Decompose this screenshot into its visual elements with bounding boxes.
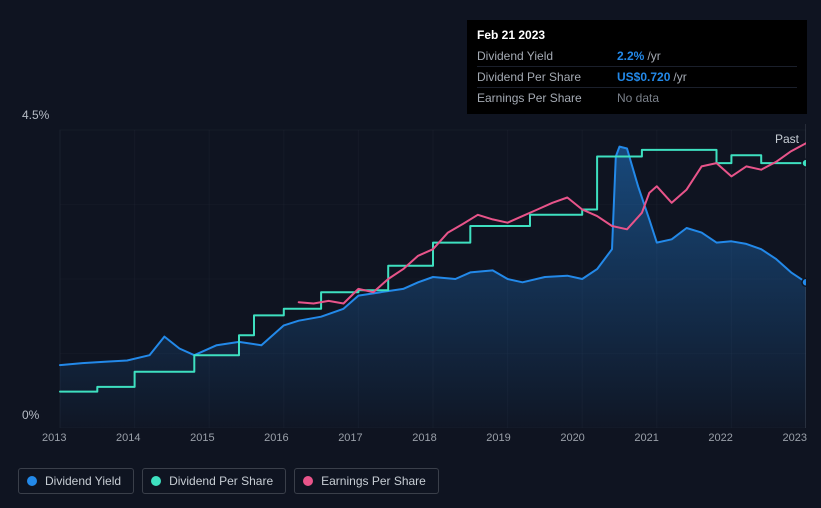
legend-dot-icon bbox=[151, 476, 161, 486]
legend-dot-icon bbox=[303, 476, 313, 486]
chart-tooltip: Feb 21 2023 Dividend Yield2.2%/yrDividen… bbox=[467, 20, 807, 114]
tooltip-row: Earnings Per ShareNo data bbox=[477, 87, 797, 108]
legend-label: Earnings Per Share bbox=[321, 474, 426, 488]
x-tick-label: 2013 bbox=[42, 432, 66, 444]
tooltip-row: Dividend Yield2.2%/yr bbox=[477, 46, 797, 66]
legend-item-dividend-yield[interactable]: Dividend Yield bbox=[18, 468, 134, 494]
chart-plot-area[interactable] bbox=[18, 108, 806, 428]
chart-svg bbox=[18, 108, 806, 428]
x-tick-label: 2022 bbox=[708, 432, 732, 444]
x-tick-label: 2017 bbox=[338, 432, 362, 444]
tooltip-row: Dividend Per ShareUS$0.720/yr bbox=[477, 66, 797, 87]
legend-item-dividend-per-share[interactable]: Dividend Per Share bbox=[142, 468, 286, 494]
legend-label: Dividend Per Share bbox=[169, 474, 273, 488]
dividend-chart-panel: Feb 21 2023 Dividend Yield2.2%/yrDividen… bbox=[0, 0, 821, 508]
tooltip-label: Dividend Yield bbox=[477, 49, 617, 63]
tooltip-value: 2.2%/yr bbox=[617, 49, 661, 63]
x-tick-label: 2015 bbox=[190, 432, 214, 444]
tooltip-value: No data bbox=[617, 91, 659, 105]
x-axis-labels: 2013 2014 2015 2016 2017 2018 2019 2020 2021 2022… bbox=[42, 432, 807, 444]
x-tick-label: 2019 bbox=[486, 432, 510, 444]
x-tick-label: 2016 bbox=[264, 432, 288, 444]
x-tick-label: 2014 bbox=[116, 432, 140, 444]
x-tick-label: 2021 bbox=[634, 432, 658, 444]
tooltip-date: Feb 21 2023 bbox=[477, 28, 797, 42]
x-tick-label: 2023 bbox=[782, 432, 806, 444]
x-tick-label: 2018 bbox=[412, 432, 436, 444]
legend-dot-icon bbox=[27, 476, 37, 486]
tooltip-label: Dividend Per Share bbox=[477, 70, 617, 84]
legend-item-earnings-per-share[interactable]: Earnings Per Share bbox=[294, 468, 439, 494]
legend-label: Dividend Yield bbox=[45, 474, 121, 488]
tooltip-label: Earnings Per Share bbox=[477, 91, 617, 105]
tooltip-value: US$0.720/yr bbox=[617, 70, 687, 84]
legend: Dividend Yield Dividend Per Share Earnings… bbox=[18, 468, 439, 494]
x-tick-label: 2020 bbox=[560, 432, 584, 444]
